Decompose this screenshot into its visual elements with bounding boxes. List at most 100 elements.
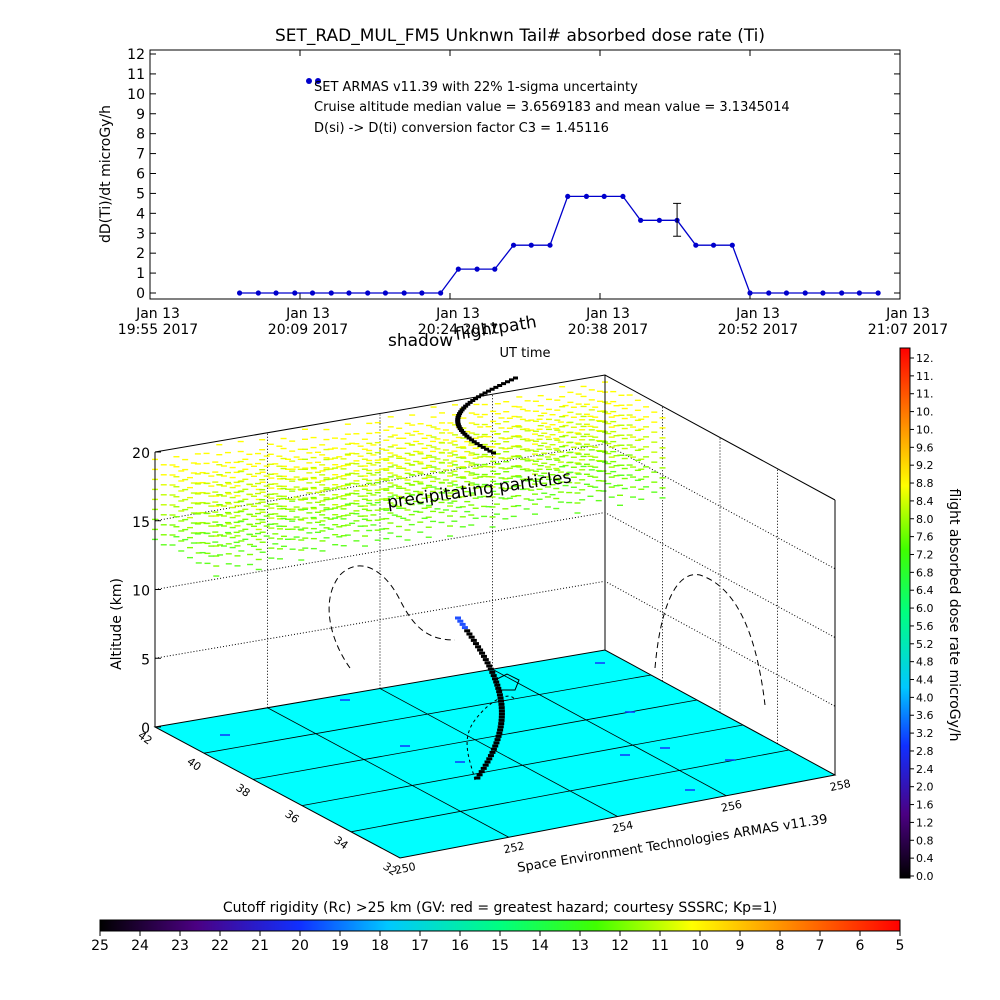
data-point [419,290,425,296]
flightpath-point [496,690,503,694]
cutoff-tick-label: 15 [491,938,509,954]
flightpath-point [501,382,507,386]
data-point [656,217,662,223]
colorbar-tick-label: 1.6 [916,799,934,812]
flightpath-point [468,635,475,639]
flightpath-point [455,419,461,423]
y-tick-label: 6 [136,167,145,183]
flightpath-point [460,430,466,434]
flightpath-point [486,664,493,668]
colorbar-tick-label: 8.8 [916,477,934,490]
x-tick-label: 21:07 2017 [868,322,948,338]
flightpath-point [508,378,514,382]
cutoff-tick-label: 19 [331,938,349,954]
flightpath-point [469,438,475,442]
flightpath-point [463,404,469,408]
altitude-tick-label: 10 [132,584,150,600]
colorbar-tick-label: 2.4 [916,763,934,776]
cutoff-tick-label: 20 [291,938,309,954]
data-point [273,290,279,296]
data-point [693,242,699,248]
legend-line-1: SET ARMAS v11.39 with 22% 1-sigma uncert… [314,80,638,95]
x-tick-label: Jan 13 [435,306,480,322]
flightpath-shadow-left [328,565,456,669]
x-tick-label: Jan 13 [285,306,330,322]
latitude-tick-label: 40 [185,755,204,774]
y-tick-label: 5 [136,186,145,202]
data-point [766,290,772,296]
x-tick-label: Jan 13 [585,306,630,322]
flightpath-point [466,632,473,636]
aircraft-marker [494,673,520,691]
data-point [547,242,553,248]
legend-marker [315,78,321,84]
dose-rate-line [239,195,879,294]
flightpath-point [459,408,465,412]
data-point [510,242,517,248]
longitude-tick-label: 254 [611,819,634,836]
flightpath-point [498,706,505,710]
legend-marker [306,78,312,84]
data-point [875,290,881,296]
x-tick-label: Jan 13 [885,306,930,322]
flightpath-point [482,391,488,395]
colorbar-tick-label: 10. [916,406,934,419]
data-point [474,266,480,272]
colorbar-tick-label: 7.2 [916,548,934,561]
x-tick-label: 20:52 2017 [718,322,798,338]
flightpath-point [459,622,466,626]
flightpath-point [498,718,505,722]
colorbar-tick-label: 4.0 [916,691,934,704]
y-tick-label: 4 [136,206,145,222]
colorbar-tick-label: 10. [916,423,934,436]
y-tick-label: 9 [136,107,145,123]
flightpath-point [455,423,461,427]
flightpath-point [479,651,486,655]
flightpath-point [462,432,468,436]
cutoff-tick-label: 21 [251,938,269,954]
flightpath-point [475,645,482,649]
altitude-tick-label: 15 [132,515,150,531]
data-point [492,266,498,272]
altitude-axis: 0 5 10 15 20 [132,446,161,737]
flightpath-point [498,709,505,713]
top-chart-xlabel: UT time [500,346,551,361]
dose-rate-colorbar [899,347,911,879]
legend-line-2: Cruise altitude median value = 3.6569183… [314,100,790,115]
flightpath-point [486,757,493,761]
colorbar-tick-label: 5.2 [916,638,934,651]
x-tick-label: Jan 13 [735,306,780,322]
colorbar-tick-label: 11. [916,388,934,401]
flightpath-shadows [328,565,766,781]
floor-markers [220,662,735,791]
flightpath-point [470,638,477,642]
flightpath-point [470,399,476,402]
data-point [710,242,717,248]
colorbar-tick-label: 8.4 [916,495,934,508]
x-tick-label: 20:09 2017 [268,322,348,338]
flightpath-point [471,440,477,444]
flightpath-point [457,619,464,623]
dose-rate-colorbar-ticks: 0.0 0.4 0.8 1.2 1.6 2.0 2.4 2.8 3.2 3.6 4.0 4.4 4.8 5… [910,352,934,883]
y-tick-label: 8 [136,127,145,143]
colorbar-tick-label: 4.8 [916,656,934,669]
latitude-tick-label: 36 [283,807,302,826]
flightpath-point [474,776,481,780]
flightpath-point [487,667,494,671]
flightpath-point [513,376,518,380]
data-point [365,290,371,296]
flightpath-point [487,449,493,453]
longitude-tick-label: 256 [720,798,743,815]
flightpath-point [497,725,504,729]
flightpath-shadow-floor [466,695,516,781]
data-point [528,242,534,248]
flightpath-point [472,642,479,646]
cutoff-rigidity-ticks: 25 24 23 22 21 20 19 18 17 16 15 14 13 12 11 10 9 8 7 6 5 [91,931,904,954]
data-point [309,290,316,296]
colorbar-tick-label: 7.6 [916,531,934,544]
flightpath-point [490,747,497,751]
floor-grid-line [379,688,618,817]
x-tick-label: Jan 13 [135,306,180,322]
flightpath-point [490,674,497,678]
